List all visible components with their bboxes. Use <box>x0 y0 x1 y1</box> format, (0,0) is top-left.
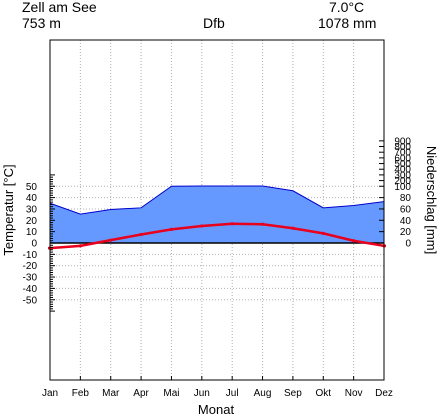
y-tick-label: 40 <box>26 193 38 204</box>
y-tick-label: -40 <box>23 284 38 295</box>
y2-tick-label: 60 <box>400 204 412 215</box>
y2-tick-label: 20 <box>400 227 412 238</box>
y2-tick-label: 300 <box>394 170 411 181</box>
y-tick-label: 20 <box>26 216 38 227</box>
temperature-point <box>78 244 82 248</box>
y2-tick-label: 800 <box>394 142 411 153</box>
y2-tick-label: 400 <box>394 165 411 176</box>
humid-area <box>50 185 384 243</box>
x-tick-label: Mar <box>102 388 120 399</box>
axes: -50-40-30-20-100102030405002040608010020… <box>23 39 412 399</box>
x-tick-label: Apr <box>133 388 149 399</box>
y-tick-label: -20 <box>23 261 38 272</box>
y2-tick-label: 700 <box>394 148 411 159</box>
x-axis-title: Monat <box>198 402 235 417</box>
y-tick-label: -50 <box>23 295 38 306</box>
y-axis-title: Temperatur [°C] <box>1 164 16 255</box>
y-tick-label: 10 <box>26 227 38 238</box>
temperature-point <box>321 231 325 235</box>
temperature-point <box>139 232 143 237</box>
precipitation-line <box>49 185 385 215</box>
annual-precipitation: 1078 mm <box>318 15 377 31</box>
y-tick-label: -10 <box>23 250 38 261</box>
y2-tick-label: 500 <box>394 159 411 170</box>
y2-axis-title: Niederschlag [mm] <box>424 146 439 254</box>
y2-tick-label: 900 <box>394 136 411 147</box>
mean-annual-temperature: 7.0°C <box>329 0 365 15</box>
x-tick-label: Jan <box>42 388 58 399</box>
y2-tick-label: 40 <box>400 216 412 227</box>
station-name: Zell am See <box>22 0 97 15</box>
x-tick-label: Jun <box>194 388 210 399</box>
temperature-point <box>260 222 265 226</box>
y-tick-label: 30 <box>26 204 38 215</box>
plot-frame <box>49 39 385 381</box>
x-tick-label: Mai <box>163 388 179 399</box>
y2-tick-label: 80 <box>400 193 412 204</box>
y2-tick-label: 0 <box>405 239 411 250</box>
y-tick-label: 0 <box>31 239 37 250</box>
x-tick-label: Jul <box>226 388 239 399</box>
y-tick-label: 50 <box>26 182 38 193</box>
y2-tick-label: 200 <box>394 176 411 187</box>
x-tick-label: Sep <box>284 388 302 399</box>
y-tick-label: -30 <box>23 273 38 284</box>
y2-tick-label: 100 <box>394 182 411 193</box>
temperature-point <box>230 222 234 226</box>
x-tick-label: Okt <box>315 388 331 399</box>
x-tick-label: Feb <box>72 388 90 399</box>
x-tick-label: Dez <box>375 388 393 399</box>
x-tick-label: Nov <box>345 388 363 399</box>
station-elevation: 753 m <box>22 15 61 31</box>
temperature-point <box>169 227 174 231</box>
temperature-point <box>109 238 113 242</box>
temperature-point <box>291 226 295 230</box>
precipitation-area <box>50 185 384 243</box>
temperature-point <box>352 239 356 243</box>
climate-classification: Dfb <box>203 15 225 31</box>
series-lines <box>48 185 386 250</box>
y2-tick-label: 600 <box>394 153 411 164</box>
temperature-point <box>200 224 204 228</box>
x-tick-label: Aug <box>254 388 272 399</box>
temperature-line <box>48 222 386 250</box>
